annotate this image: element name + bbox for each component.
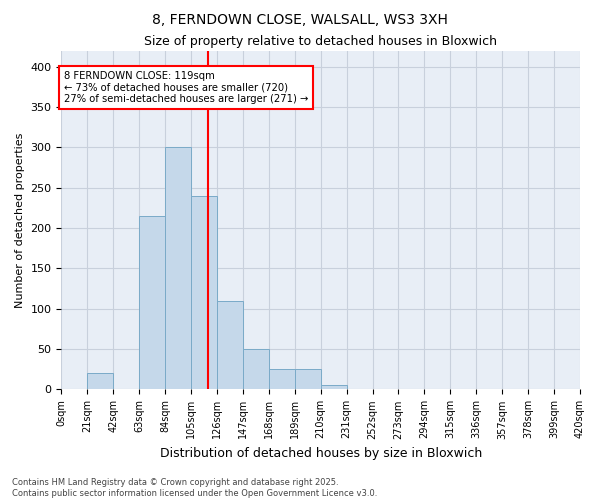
Bar: [217, 300, 243, 390]
Bar: [191, 196, 217, 390]
Bar: [88, 374, 113, 390]
Bar: [321, 386, 347, 390]
X-axis label: Distribution of detached houses by size in Bloxwich: Distribution of detached houses by size …: [160, 447, 482, 460]
Bar: [502, 388, 528, 390]
Bar: [451, 388, 476, 390]
Bar: [139, 216, 165, 390]
Bar: [554, 388, 580, 390]
Bar: [373, 388, 398, 390]
Text: Contains HM Land Registry data © Crown copyright and database right 2025.
Contai: Contains HM Land Registry data © Crown c…: [12, 478, 377, 498]
Bar: [269, 370, 295, 390]
Title: Size of property relative to detached houses in Bloxwich: Size of property relative to detached ho…: [144, 35, 497, 48]
Y-axis label: Number of detached properties: Number of detached properties: [15, 132, 25, 308]
Text: 8, FERNDOWN CLOSE, WALSALL, WS3 3XH: 8, FERNDOWN CLOSE, WALSALL, WS3 3XH: [152, 12, 448, 26]
Bar: [61, 388, 88, 390]
Bar: [243, 349, 269, 390]
Text: 8 FERNDOWN CLOSE: 119sqm
← 73% of detached houses are smaller (720)
27% of semi-: 8 FERNDOWN CLOSE: 119sqm ← 73% of detach…: [64, 70, 308, 104]
Bar: [295, 370, 321, 390]
Bar: [165, 148, 191, 390]
